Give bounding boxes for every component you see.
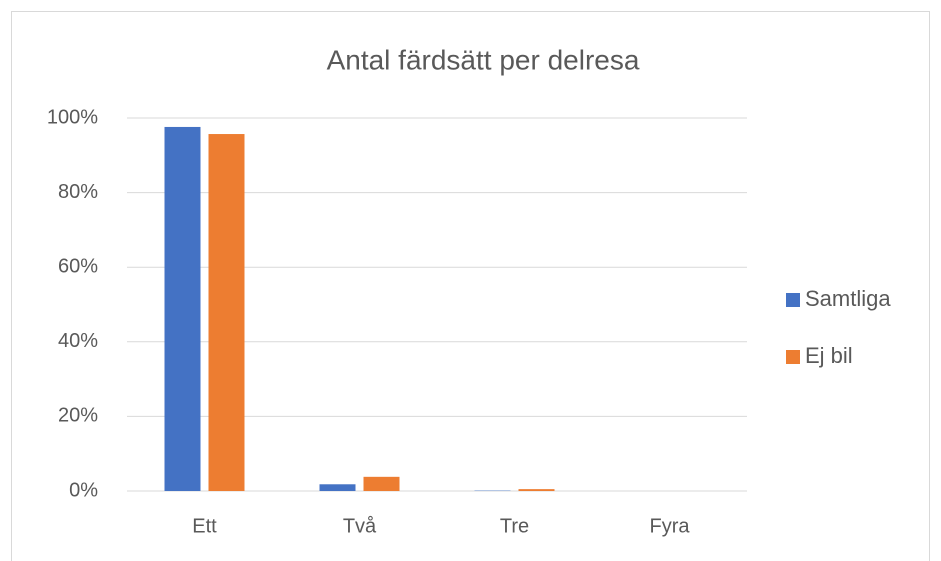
chart-title: Antal färdsätt per delresa [327, 44, 640, 75]
y-tick-label: 40% [58, 330, 98, 352]
bar [363, 476, 400, 491]
bar [164, 126, 201, 492]
legend-label: Ej bil [805, 343, 853, 368]
legend-swatch [786, 293, 800, 307]
y-tick-label: 100% [47, 106, 98, 128]
legend-label: Samtliga [805, 286, 891, 311]
bar [208, 134, 245, 491]
x-tick-label: Ett [192, 515, 217, 537]
x-tick-label: Två [343, 515, 377, 537]
y-tick-label: 0% [69, 479, 98, 501]
x-tick-label: Fyra [650, 515, 691, 537]
bar [319, 484, 356, 491]
chart-frame [11, 11, 930, 561]
y-tick-label: 20% [58, 405, 98, 427]
x-tick-label: Tre [500, 515, 529, 537]
bar [518, 489, 555, 491]
legend-swatch [786, 350, 800, 364]
y-tick-label: 80% [58, 181, 98, 203]
y-tick-label: 60% [58, 255, 98, 277]
